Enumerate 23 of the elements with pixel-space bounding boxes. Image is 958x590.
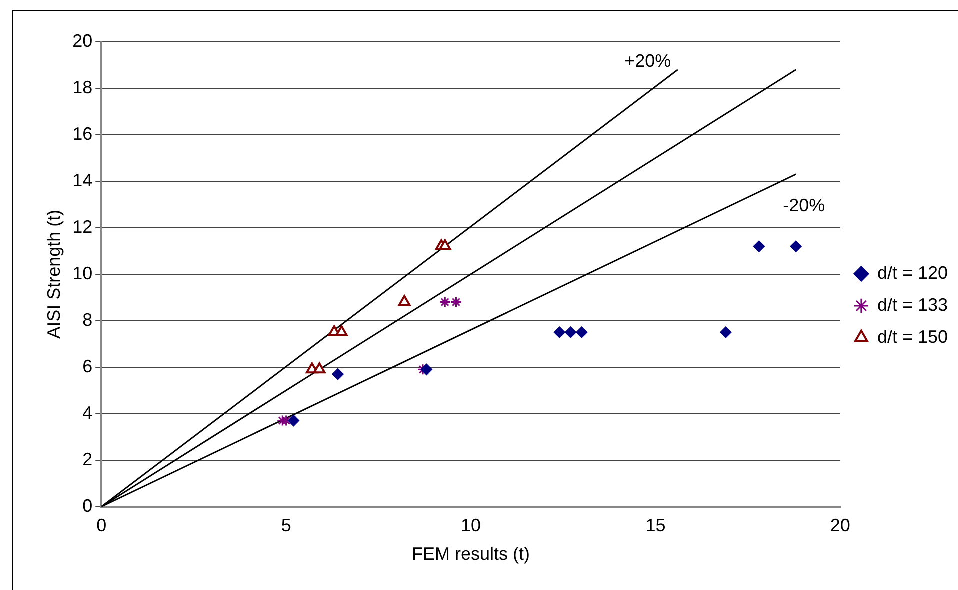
y-axis-title: AISI Strength (t) <box>44 210 64 339</box>
y-tick-label: 14 <box>72 170 93 190</box>
x-tick-label: 20 <box>830 516 850 536</box>
y-tick-label: 10 <box>72 263 93 284</box>
annotation: +20% <box>624 50 672 71</box>
y-tick-label: 12 <box>72 216 93 237</box>
x-tick-label: 15 <box>646 516 666 536</box>
y-tick-label: 0 <box>82 496 93 516</box>
y-tick-label: 4 <box>82 402 93 423</box>
annotation: -20% <box>783 195 826 216</box>
legend-label: d/t = 150 <box>877 326 948 347</box>
x-tick-label: 10 <box>461 516 482 536</box>
y-tick-label: 2 <box>82 449 93 470</box>
legend-label: d/t = 133 <box>877 294 948 315</box>
x-axis-title: FEM results (t) <box>412 544 530 564</box>
y-tick-label: 6 <box>82 356 93 376</box>
y-tick-label: 8 <box>82 310 93 330</box>
x-tick-label: 0 <box>96 516 107 536</box>
x-tick-label: 5 <box>281 516 292 536</box>
legend-label: d/t = 120 <box>877 262 948 283</box>
y-tick-label: 16 <box>72 124 93 144</box>
y-tick-label: 18 <box>72 77 93 98</box>
y-tick-label: 20 <box>72 30 93 51</box>
